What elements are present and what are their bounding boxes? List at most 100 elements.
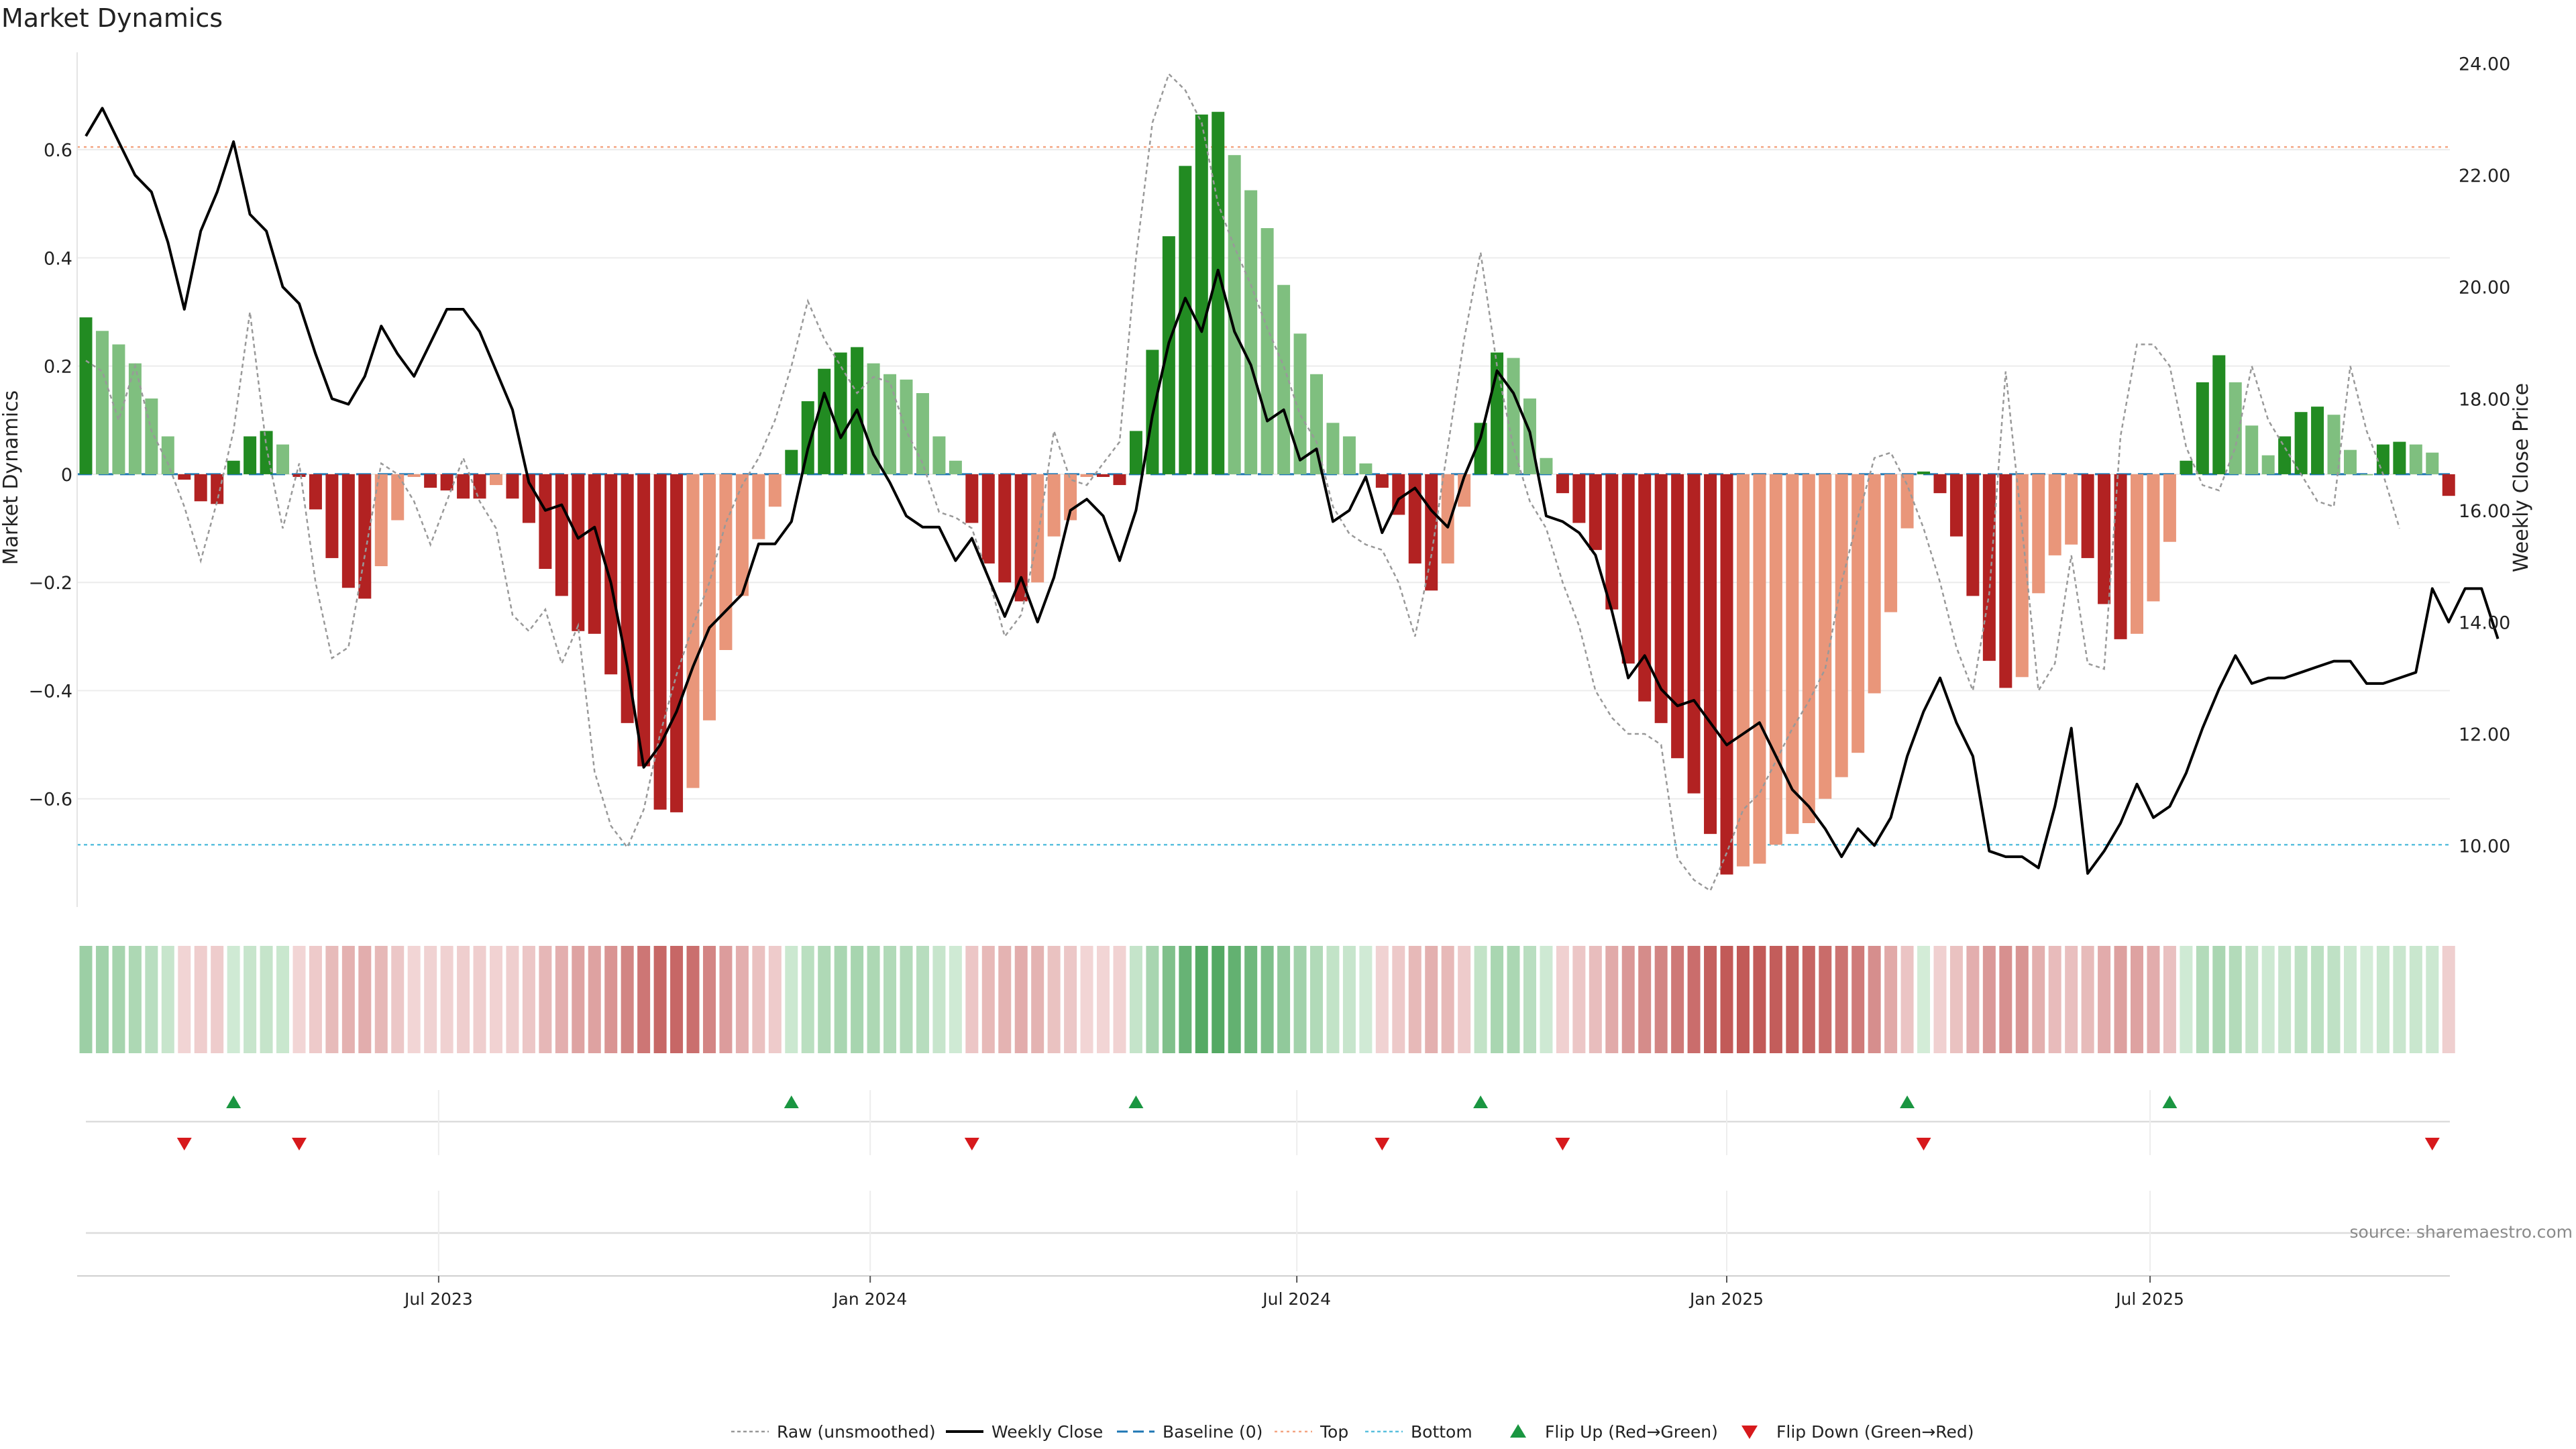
strip-cell (227, 946, 240, 1053)
dynamics-bar (1802, 474, 1815, 824)
strip-cell (1425, 946, 1438, 1053)
y-tick-label: −0.6 (28, 790, 72, 810)
strip-cell (79, 946, 93, 1053)
y2-axis-label: Weekly Close Price (2510, 383, 2533, 572)
strip-cell (998, 946, 1012, 1053)
flip-up-marker (1900, 1095, 1915, 1108)
dynamics-bar (1195, 114, 1208, 474)
dynamics-bar (1179, 166, 1192, 474)
flip-up-marker (226, 1095, 241, 1108)
dynamics-bar (2393, 441, 2406, 474)
dynamics-bar (194, 474, 207, 502)
strip-cell (2327, 946, 2341, 1053)
y-tick-label: 0.4 (44, 248, 72, 269)
dynamics-bar (998, 474, 1012, 583)
dynamics-bar (932, 436, 946, 474)
strip-cell (2393, 946, 2406, 1053)
legend-label: Raw (unsmoothed) (777, 1422, 936, 1442)
dynamics-bar (1408, 474, 1421, 564)
strip-cell (949, 946, 962, 1053)
dynamics-bar (752, 474, 765, 539)
y2-tick-label: 20.00 (2459, 278, 2510, 299)
dynamics-bar (1212, 111, 1225, 474)
legend-swatch-flip-down (1741, 1426, 1758, 1439)
strip-cell (752, 946, 765, 1053)
y-tick-label: 0.2 (44, 357, 72, 378)
strip-cell (539, 946, 552, 1053)
strip-cell (801, 946, 814, 1053)
strip-cell (670, 946, 684, 1053)
strip-cell (112, 946, 125, 1053)
y2-tick-label: 24.00 (2459, 54, 2510, 75)
dynamics-bar (1868, 474, 1881, 694)
strip-cell (341, 946, 355, 1053)
strip-cell (161, 946, 174, 1053)
dynamics-bar (506, 474, 519, 499)
legend-label: Baseline (0) (1163, 1422, 1263, 1442)
x-tick-label: Jul 2024 (1261, 1289, 1331, 1309)
dynamics-bar (539, 474, 552, 570)
dynamics-bar (2032, 474, 2045, 594)
dynamics-bar (2294, 412, 2308, 474)
y2-tick-label: 10.00 (2459, 836, 2510, 857)
dynamics-bar (621, 474, 634, 723)
dynamics-bar (702, 474, 716, 720)
strip-cell (2212, 946, 2226, 1053)
strip-cell (1441, 946, 1454, 1053)
strip-cell (785, 946, 798, 1053)
dynamics-bar (1949, 474, 1963, 537)
dynamics-bar (2409, 444, 2422, 474)
dynamics-bar (867, 363, 880, 474)
flip-up-marker (1128, 1095, 1144, 1108)
dynamics-bar (227, 460, 240, 474)
flip-markers-panel (86, 1095, 2450, 1150)
dynamics-bar (2343, 449, 2357, 474)
dynamics-bar (834, 352, 847, 474)
strip-cell (1720, 946, 1733, 1053)
dynamics-bar (2229, 382, 2242, 474)
strip-cell (457, 946, 470, 1053)
strip-cell (1572, 946, 1586, 1053)
strip-cell (407, 946, 421, 1053)
strip-cell (2360, 946, 2373, 1053)
dynamics-bar (1884, 474, 1898, 612)
strip-cell (1310, 946, 1323, 1053)
strip-cell (2048, 946, 2061, 1053)
strip-cell (1704, 946, 1717, 1053)
dynamics-bar (555, 474, 568, 596)
dynamics-bar (211, 474, 224, 504)
strip-cell (1671, 946, 1684, 1053)
dynamics-bar (785, 449, 798, 474)
strip-cell (916, 946, 929, 1053)
strip-cell (2098, 946, 2111, 1053)
dynamics-bar (1605, 474, 1619, 610)
weekly-close-line (85, 107, 2500, 875)
strip-cell (588, 946, 601, 1053)
strip-cell (965, 946, 979, 1053)
dynamics-bar (801, 401, 814, 474)
dynamics-bar (965, 474, 979, 523)
strip-cell (1491, 946, 1504, 1053)
strip-cell (1179, 946, 1192, 1053)
strip-cell (194, 946, 207, 1053)
dynamics-bar (719, 474, 733, 650)
strip-cell (506, 946, 519, 1053)
dynamics-bar (2212, 355, 2226, 474)
strip-cell (2114, 946, 2127, 1053)
strip-cell (1392, 946, 1405, 1053)
dynamics-bar (1277, 284, 1291, 474)
strip-cell (1195, 946, 1208, 1053)
dynamics-bar (2081, 474, 2094, 558)
dynamics-bar (2278, 436, 2292, 474)
strip-cell (1212, 946, 1225, 1053)
intensity-strip (79, 946, 2455, 1053)
dynamics-bar (1999, 474, 2012, 688)
strip-cell (2147, 946, 2160, 1053)
strip-cell (128, 946, 142, 1053)
strip-cell (653, 946, 667, 1053)
strip-cell (292, 946, 306, 1053)
dynamics-bar (424, 474, 437, 488)
dynamics-bars (79, 111, 2455, 875)
dynamics-bar (1556, 474, 1569, 494)
strip-cell (2081, 946, 2094, 1053)
